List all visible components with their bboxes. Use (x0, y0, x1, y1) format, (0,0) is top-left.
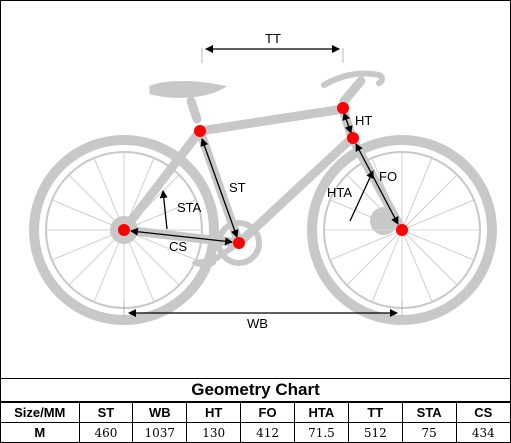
header-size: Size/MM (1, 402, 80, 423)
cell-ht: 130 (186, 422, 242, 442)
header-fo: FO (240, 402, 295, 423)
cell-st: 460 (78, 422, 134, 442)
cell-hta: 71.5 (294, 422, 349, 442)
geometry-table: Size/MM ST WB HT FO HTA TT STA CS M 460 … (1, 402, 510, 442)
cell-fo: 412 (240, 422, 295, 442)
chart-title: Geometry Chart (1, 379, 510, 402)
fo-label: FO (379, 169, 397, 184)
cs-arrow (130, 227, 233, 246)
dimension-arrows (123, 45, 403, 317)
ht-label: HT (355, 113, 372, 128)
bottom-bracket-point (233, 237, 245, 249)
seat-tube-top-point (194, 125, 206, 137)
fo-arrow (355, 143, 399, 225)
wb-label: WB (247, 316, 268, 331)
bike-silhouette (29, 70, 497, 325)
sta-label: STA (177, 200, 202, 215)
st-label: ST (229, 180, 246, 195)
handlebar (321, 70, 385, 88)
bike-geometry-diagram: TT HT ST FO HTA STA CS WB (29, 31, 497, 331)
geometry-chart: Geometry Chart Size/MM ST WB HT FO HTA T… (1, 378, 510, 442)
sta-arrow (159, 190, 168, 230)
st-arrow (200, 138, 239, 238)
ht-arrow (342, 112, 353, 134)
hta-label: HTA (327, 185, 352, 200)
tt-label: TT (265, 31, 281, 46)
cell-wb: 1037 (132, 422, 188, 442)
header-ht: HT (186, 402, 242, 423)
table-header-row: Size/MM ST WB HT FO HTA TT STA CS (1, 402, 510, 423)
cell-sta: 75 (401, 422, 457, 442)
header-hta: HTA (294, 402, 349, 423)
cell-cs: 434 (455, 422, 510, 442)
front-axle-point (396, 224, 408, 236)
header-st: ST (78, 402, 134, 423)
hta-arrow (349, 170, 374, 222)
geometry-points (118, 102, 408, 249)
header-cs: CS (455, 402, 510, 423)
header-sta: STA (401, 402, 457, 423)
header-tt: TT (347, 402, 403, 423)
header-wb: WB (132, 402, 188, 423)
cs-label: CS (169, 239, 187, 254)
head-tube-bottom-point (347, 132, 359, 144)
saddle (149, 81, 228, 98)
table-row: M 460 1037 130 412 71.5 512 75 434 (1, 422, 510, 442)
rear-axle-point (118, 224, 130, 236)
cell-size: M (1, 422, 80, 442)
cell-tt: 512 (347, 422, 403, 442)
head-tube-top-point (337, 102, 349, 114)
